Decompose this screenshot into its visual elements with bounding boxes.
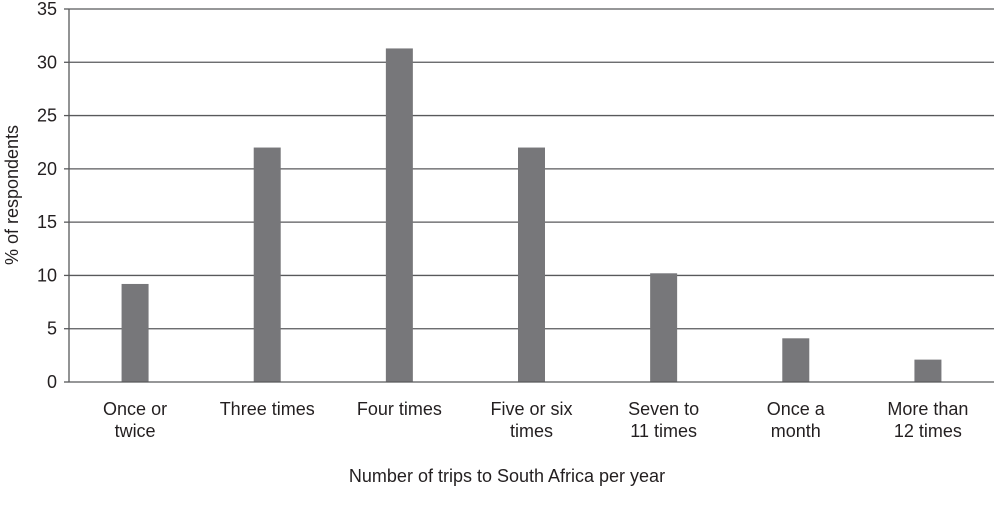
bar — [650, 273, 678, 382]
x-axis-title: Number of trips to South Africa per year — [349, 466, 665, 486]
y-tick-label: 0 — [47, 372, 57, 392]
axes — [64, 8, 994, 383]
y-tick-label: 20 — [37, 159, 57, 179]
x-tick-label: Once a month — [767, 399, 826, 441]
y-tick-labels: 0 5 10 15 20 25 30 35 — [37, 0, 57, 392]
y-tick-label: 25 — [37, 106, 57, 126]
bar — [782, 338, 810, 382]
x-tick-label: Seven to 11 times — [628, 399, 699, 441]
x-tick-label: Five or six times — [490, 399, 572, 441]
bar — [121, 283, 149, 382]
bar — [385, 48, 413, 382]
x-tick-labels: Once or twice Three times Four times Five or… — [103, 399, 968, 441]
y-axis-title: % of respondents — [2, 125, 22, 265]
x-tick-label: More than 12 times — [887, 399, 968, 441]
bar — [914, 359, 942, 382]
x-tick-label: Three times — [220, 399, 315, 419]
bars — [121, 48, 942, 382]
bar — [253, 147, 281, 382]
y-tick-label: 30 — [37, 52, 57, 72]
y-tick-label: 10 — [37, 265, 57, 285]
y-tick-label: 35 — [37, 0, 57, 19]
bar — [518, 147, 545, 382]
x-tick-label: Once or twice — [103, 399, 167, 441]
y-tick-label: 5 — [47, 319, 57, 339]
y-tick-label: 15 — [37, 212, 57, 232]
x-tick-label: Four times — [357, 399, 442, 419]
